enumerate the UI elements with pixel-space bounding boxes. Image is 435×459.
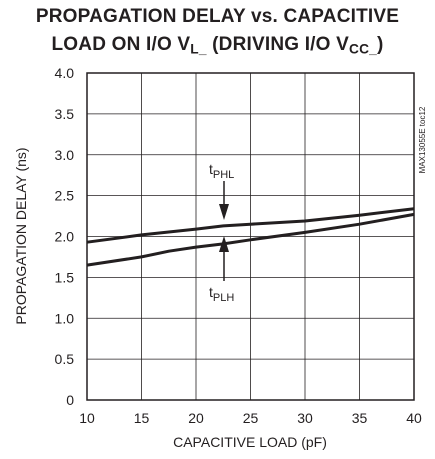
- x-tick-label: 15: [134, 410, 150, 426]
- label-tphl-main: t: [209, 161, 213, 177]
- series-line-tphl: [86, 207, 415, 244]
- arrow-phl-head: [219, 204, 229, 220]
- label-tphl: tPHL: [209, 161, 234, 181]
- figure-id-note: MAX13055E toc12: [418, 106, 427, 173]
- y-tick-label: 3.5: [55, 106, 75, 122]
- title-text-b: (DRIVING I/O V: [206, 34, 349, 55]
- y-tick-label: 4.0: [55, 65, 75, 81]
- y-tick-label: 1.0: [55, 310, 75, 326]
- y-tick-labels: 0 0.5 1.0 1.5 2.0 2.5 3.0 3.5 4.0: [55, 65, 75, 408]
- plot-frame: [86, 72, 415, 401]
- arrow-plh-head: [219, 236, 229, 252]
- y-tick-label: 3.0: [55, 147, 75, 163]
- annotation-phl: tPHL: [209, 161, 234, 220]
- x-tick-label: 20: [188, 410, 204, 426]
- label-tphl-sub: PHL: [213, 169, 234, 181]
- title-text-c: ): [376, 34, 384, 55]
- x-tick-label: 30: [297, 410, 313, 426]
- y-tick-label: 1.5: [55, 269, 75, 285]
- label-tplh-main: t: [209, 284, 213, 300]
- title-subscript-b: CC_: [349, 41, 377, 57]
- title-subscript-a: L_: [190, 41, 207, 57]
- label-tplh: tPLH: [209, 284, 234, 304]
- x-tick-label: 40: [406, 410, 422, 426]
- chart-title-line2: LOAD ON I/O VL_ (DRIVING I/O VCC_): [0, 34, 435, 56]
- y-tick-label: 0.5: [55, 351, 75, 367]
- label-tplh-sub: PLH: [213, 292, 234, 304]
- y-tick-label: 0: [66, 392, 74, 408]
- x-tick-label: 25: [243, 410, 259, 426]
- y-tick-label: 2.0: [55, 229, 75, 245]
- y-tick-label: 2.5: [55, 188, 75, 204]
- x-tick-label: 10: [79, 410, 95, 426]
- chart-title-line1: PROPAGATION DELAY vs. CAPACITIVE: [35, 6, 400, 27]
- x-tick-label: 35: [352, 410, 368, 426]
- x-axis-label: CAPACITIVE LOAD (pF): [173, 434, 327, 450]
- annotation-plh: tPLH: [209, 236, 234, 304]
- y-axis-label: PROPAGATION DELAY (ns): [13, 147, 29, 324]
- title-text-a: LOAD ON I/O V: [51, 34, 191, 55]
- x-tick-labels: 10 15 20 25 30 35 40: [79, 410, 422, 426]
